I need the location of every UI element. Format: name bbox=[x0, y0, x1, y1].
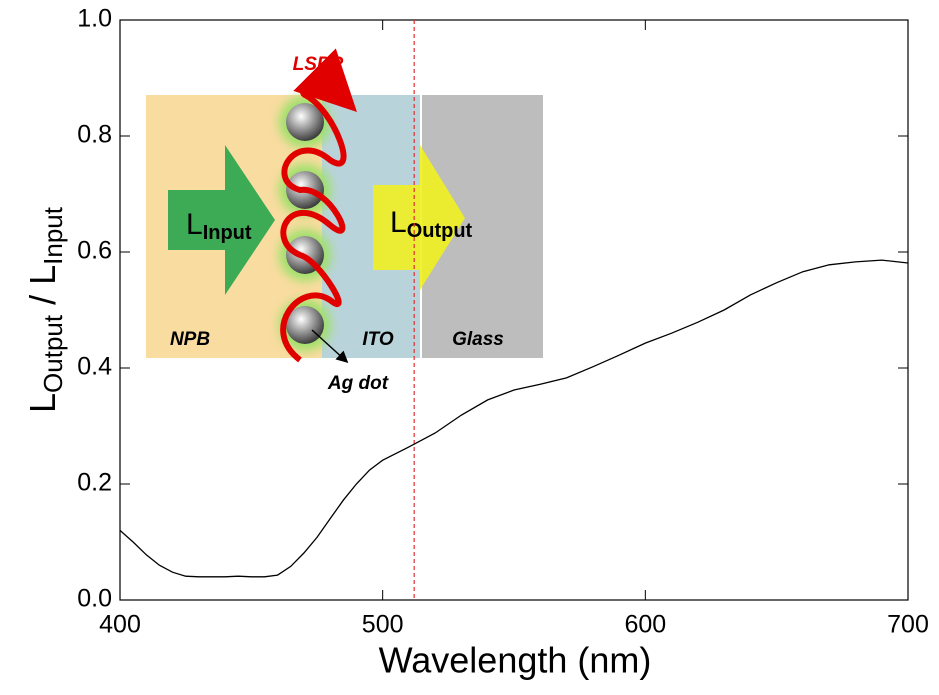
data-line bbox=[119, 259, 909, 578]
ag-label: Ag dot bbox=[327, 373, 389, 394]
x-tick-label: 600 bbox=[624, 611, 666, 639]
x-tick-label: 400 bbox=[99, 611, 141, 639]
inset-diagram: LSPR LInput LOutput NPB ITO Glass Ag dot bbox=[146, 48, 543, 394]
npb-label: NPB bbox=[170, 329, 210, 350]
lspr-label: LSPR bbox=[293, 54, 344, 75]
ito-label: ITO bbox=[362, 329, 394, 350]
y-title-l: L bbox=[22, 393, 63, 413]
x-axis-title: Wavelength (nm) bbox=[379, 640, 652, 681]
y-tick-label: 1.0 bbox=[77, 5, 112, 33]
x-tick-label: 500 bbox=[362, 611, 404, 639]
input-l: L bbox=[186, 208, 203, 241]
y-axis-title: LOutput / LInput bbox=[22, 206, 68, 413]
output-label: LOutput bbox=[390, 206, 473, 242]
output-sub: Output bbox=[407, 220, 473, 242]
plot-frame bbox=[119, 19, 909, 601]
y-tick-label: 0.8 bbox=[77, 121, 112, 149]
output-l: L bbox=[390, 206, 407, 239]
input-label: LInput bbox=[186, 208, 252, 244]
output-arrow bbox=[373, 145, 465, 290]
y-tick-label: 0.0 bbox=[77, 585, 112, 613]
glass-label: Glass bbox=[452, 329, 504, 350]
y-title-l: / L bbox=[22, 265, 63, 315]
y-title-sub: Output bbox=[38, 314, 68, 393]
lspr-wave bbox=[280, 48, 357, 363]
input-sub: Input bbox=[203, 222, 252, 244]
y-tick-label: 0.6 bbox=[77, 237, 112, 265]
y-tick-label: 0.2 bbox=[77, 469, 112, 497]
ag-pointer bbox=[311, 329, 349, 364]
y-tick-label: 0.4 bbox=[77, 353, 112, 381]
y-title-sub: Input bbox=[38, 206, 68, 265]
input-arrow bbox=[168, 145, 275, 295]
x-tick-label: 700 bbox=[887, 611, 929, 639]
